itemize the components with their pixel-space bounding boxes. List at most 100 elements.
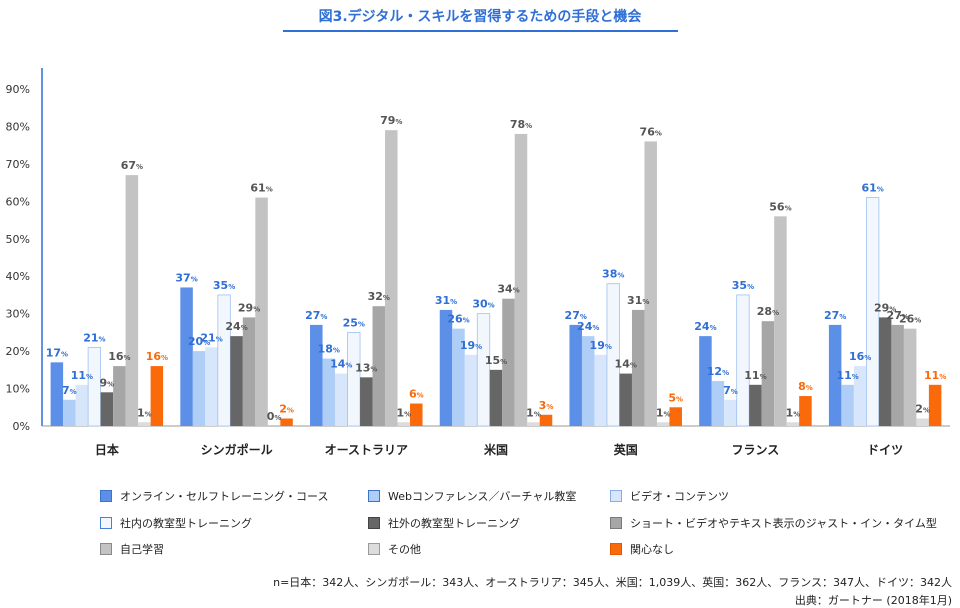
data-label: 14% — [615, 358, 637, 371]
legend-item: 関心なし — [610, 541, 674, 557]
data-label: 1% — [526, 406, 541, 419]
legend-label: 社内の教室型トレーニング — [120, 517, 252, 530]
bar — [699, 336, 712, 426]
y-tick-label: 50% — [6, 233, 30, 246]
bar — [514, 133, 528, 426]
legend-label: 自己学習 — [120, 543, 164, 556]
data-label: 76% — [640, 125, 662, 138]
bar — [736, 294, 750, 427]
bar — [527, 422, 540, 426]
legend-label: その他 — [388, 543, 421, 556]
data-label: 26% — [447, 313, 469, 326]
bar — [786, 422, 800, 426]
bar — [581, 336, 595, 426]
bar — [903, 328, 917, 426]
title-underline — [283, 30, 678, 32]
legend-item: その他 — [368, 541, 421, 557]
bar — [916, 418, 929, 426]
chart-title: 図3.デジタル・スキルを習得するための手段と機会 — [318, 9, 642, 25]
bar — [502, 298, 515, 426]
data-label: 21% — [200, 331, 222, 344]
legend-label: ショート・ビデオやテキスト表示のジャスト・イン・タイム型 — [630, 517, 937, 530]
legend-item: 社内の教室型トレーニング — [100, 515, 252, 531]
bar — [410, 403, 423, 426]
bar — [372, 306, 386, 426]
bar — [230, 336, 243, 426]
y-tick-label: 30% — [6, 308, 30, 321]
legend-item: ショート・ビデオやテキスト表示のジャスト・イン・タイム型 — [610, 515, 937, 531]
data-label: 30% — [472, 298, 494, 311]
bar — [322, 358, 336, 426]
source-note: 出典：ガートナー (2018年1月) — [794, 594, 952, 607]
data-label: 1% — [396, 406, 411, 419]
bar — [87, 346, 102, 427]
y-tick-label: 10% — [6, 383, 30, 396]
legend-swatch — [368, 490, 380, 502]
data-label: 32% — [368, 290, 390, 303]
data-label: 24% — [694, 320, 716, 333]
legend-label: Webコンファレンス／バーチャル教室 — [388, 490, 577, 503]
bar — [841, 384, 854, 426]
data-label: 27% — [305, 309, 327, 322]
x-tick-label: フランス — [732, 443, 780, 457]
legend-item: オンライン・セルフトレーニング・コース — [100, 488, 328, 504]
legend-item: 自己学習 — [100, 541, 164, 557]
legend-swatch — [610, 517, 622, 529]
bar — [310, 324, 323, 426]
bar — [631, 309, 645, 426]
bar — [255, 197, 268, 426]
x-tick-label: ドイツ — [867, 443, 903, 457]
data-label: 27% — [886, 309, 908, 322]
legend-label: 関心なし — [630, 543, 674, 556]
bar — [569, 324, 582, 426]
bar — [205, 347, 218, 426]
data-label: 3% — [539, 399, 554, 412]
legend-label: オンライン・セルフトレーニング・コース — [120, 490, 329, 503]
data-label: 11% — [744, 369, 766, 382]
data-label: 37% — [175, 271, 197, 284]
data-label: 6% — [409, 388, 424, 401]
bar — [539, 414, 553, 426]
data-label: 24% — [225, 320, 247, 333]
y-tick-label: 40% — [6, 270, 30, 283]
data-label: 13% — [355, 361, 377, 374]
bar — [452, 328, 465, 426]
data-label: 27% — [565, 309, 587, 322]
bar — [100, 392, 114, 426]
bar-chart: 0% 10% 20% 30% 40% 50% 60% 70% 80% 90% 17% 7% 11% 21%… — [6, 68, 950, 457]
y-tick-label: 60% — [6, 195, 30, 208]
data-label: 31% — [435, 294, 457, 307]
y-tick-label: 80% — [6, 120, 30, 133]
data-label: 78% — [510, 118, 532, 131]
bar — [192, 351, 206, 426]
data-label: 16% — [146, 350, 168, 363]
bar — [63, 399, 76, 426]
bar — [113, 366, 126, 426]
data-label: 11% — [71, 369, 93, 382]
bar — [619, 373, 632, 426]
data-label: 1% — [656, 406, 671, 419]
data-label: 29% — [874, 301, 896, 314]
data-label: 15% — [485, 354, 507, 367]
bar — [828, 324, 842, 426]
bar — [761, 321, 775, 426]
bar — [865, 197, 880, 427]
data-label: 11% — [924, 369, 946, 382]
data-label: 8% — [798, 380, 813, 393]
bar — [125, 175, 139, 426]
bar — [799, 396, 812, 426]
data-label: 7% — [62, 384, 77, 397]
bar — [242, 317, 256, 426]
bar — [489, 369, 503, 426]
data-label: 17% — [46, 346, 68, 359]
data-label: 21% — [83, 331, 105, 344]
data-label: 19% — [590, 339, 612, 352]
bar — [150, 366, 164, 426]
data-label: 16% — [108, 350, 130, 363]
bar — [891, 324, 904, 426]
legend-swatch — [100, 490, 112, 502]
data-label: 12% — [707, 365, 729, 378]
bar — [606, 283, 620, 427]
legend-label: ビデオ・コンテンツ — [630, 490, 729, 503]
bar — [280, 418, 293, 426]
